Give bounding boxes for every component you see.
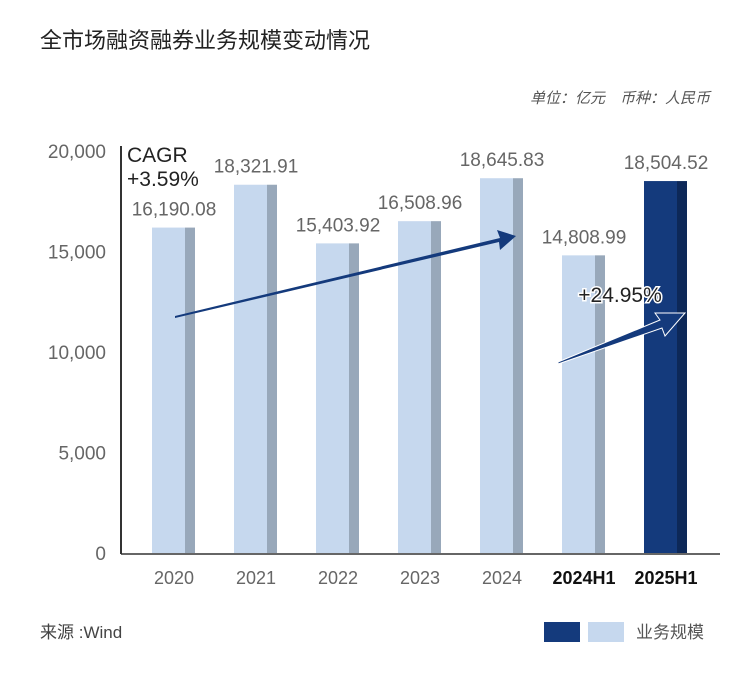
data-label-2024H1: 14,808.99 bbox=[542, 227, 627, 248]
legend-label: 业务规模 bbox=[636, 623, 704, 642]
growth-value: +24.95% bbox=[578, 284, 662, 307]
x-tick-label: 2023 bbox=[400, 568, 440, 588]
bar-side-2021 bbox=[267, 184, 277, 553]
bar-2025H1 bbox=[644, 181, 677, 553]
bar-side-2023 bbox=[431, 221, 441, 553]
y-tick-label: 15,000 bbox=[48, 243, 106, 264]
chart-title: 全市场融资融券业务规模变动情况 bbox=[40, 28, 370, 53]
data-label-2020: 16,190.08 bbox=[132, 200, 217, 221]
x-tick-label: 2025H1 bbox=[634, 568, 697, 588]
y-tick-label: 20,000 bbox=[48, 142, 106, 163]
x-tick-label: 2020 bbox=[154, 568, 194, 588]
y-tick-label: 5,000 bbox=[58, 444, 106, 465]
data-label-2025H1: 18,504.52 bbox=[624, 153, 709, 174]
bar-side-2024 bbox=[513, 178, 523, 553]
x-tick-label: 2024 bbox=[482, 568, 522, 588]
y-tick-label: 10,000 bbox=[48, 343, 106, 364]
bar-2022 bbox=[316, 243, 349, 553]
unit-note: 单位：亿元 币种：人民币 bbox=[530, 90, 712, 107]
data-label-2022: 15,403.92 bbox=[296, 215, 381, 236]
source-note: 来源 :Wind bbox=[40, 623, 122, 642]
bar-side-2020 bbox=[185, 227, 195, 553]
legend-swatch-light bbox=[588, 622, 624, 642]
bar-side-2024H1 bbox=[595, 255, 605, 553]
bar-2021 bbox=[234, 184, 267, 553]
x-tick-label: 2022 bbox=[318, 568, 358, 588]
data-label-2023: 16,508.96 bbox=[378, 193, 463, 214]
x-tick-label: 2024H1 bbox=[552, 568, 615, 588]
bar-2020 bbox=[152, 227, 185, 553]
bar-side-2022 bbox=[349, 243, 359, 553]
x-tick-label: 2021 bbox=[236, 568, 276, 588]
data-label-2024: 18,645.83 bbox=[460, 150, 545, 171]
legend-swatch-highlight bbox=[544, 622, 580, 642]
bar-2023 bbox=[398, 221, 431, 553]
cagr-label: CAGR bbox=[127, 144, 188, 167]
y-tick-label: 0 bbox=[95, 544, 106, 565]
growth-arrow bbox=[557, 312, 687, 365]
bar-2024H1 bbox=[562, 255, 595, 553]
cagr-arrow bbox=[175, 230, 516, 318]
cagr-value: +3.59% bbox=[127, 168, 199, 191]
data-label-2021: 18,321.91 bbox=[214, 157, 299, 178]
bar-side-2025H1 bbox=[677, 181, 687, 553]
